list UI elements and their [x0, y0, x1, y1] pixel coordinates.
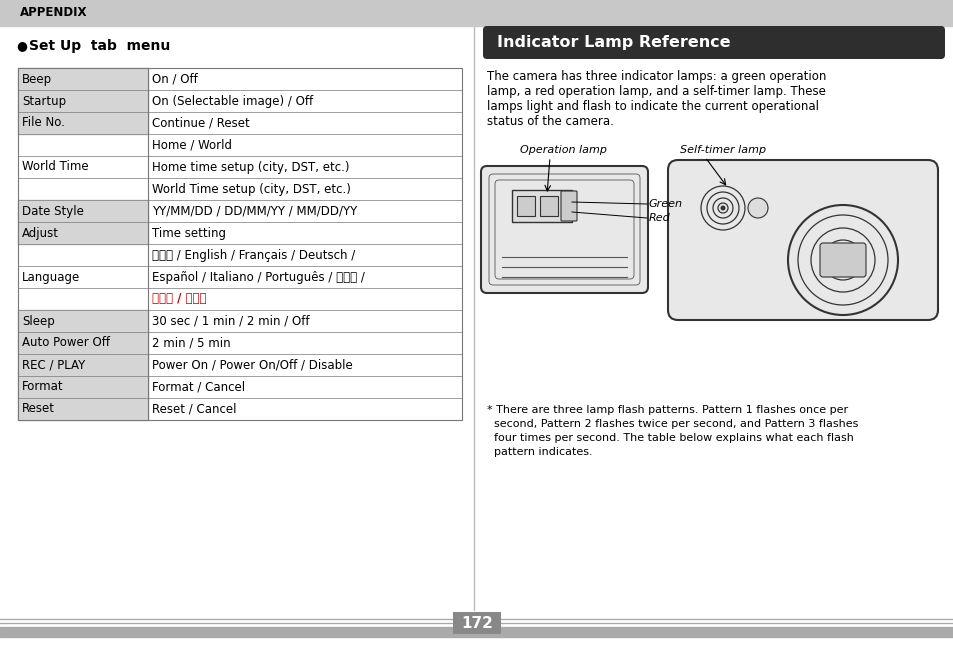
Bar [18, 68, 461, 420]
Text: Sleep: Sleep [22, 315, 54, 328]
Bar [18, 398, 148, 420]
Text: Beep: Beep [22, 72, 52, 85]
Text: Continue / Reset: Continue / Reset [152, 116, 250, 129]
Text: second, Pattern 2 flashes twice per second, and Pattern 3 flashes: second, Pattern 2 flashes twice per seco… [486, 419, 858, 429]
Text: REC / PLAY: REC / PLAY [22, 359, 85, 371]
Text: Green: Green [648, 199, 682, 209]
FancyBboxPatch shape [480, 166, 647, 293]
Bar [18, 200, 148, 222]
Bar [18, 332, 148, 354]
FancyBboxPatch shape [820, 243, 865, 277]
Text: World Time: World Time [22, 160, 89, 174]
Circle shape [747, 198, 767, 218]
Bar [18, 112, 148, 134]
Bar [18, 354, 148, 376]
Bar [512, 190, 572, 222]
Bar [18, 376, 148, 398]
Bar [18, 112, 148, 134]
Bar [517, 196, 535, 216]
Text: Operation lamp: Operation lamp [519, 145, 606, 155]
Text: Español / Italiano / Português / 中國語 /: Español / Italiano / Português / 中國語 / [152, 271, 364, 284]
Bar [18, 332, 148, 354]
Bar [539, 196, 558, 216]
Text: Home / World: Home / World [152, 138, 232, 152]
Text: Time setting: Time setting [152, 227, 226, 240]
FancyBboxPatch shape [482, 26, 944, 59]
Bar [453, 612, 500, 634]
Text: World Time setup (city, DST, etc.): World Time setup (city, DST, etc.) [152, 183, 351, 196]
Text: Startup: Startup [22, 94, 66, 107]
Text: pattern indicates.: pattern indicates. [486, 447, 592, 457]
Text: Self-timer lamp: Self-timer lamp [679, 145, 765, 155]
Bar [18, 398, 148, 420]
Text: Auto Power Off: Auto Power Off [22, 337, 110, 349]
Text: Reset / Cancel: Reset / Cancel [152, 402, 236, 415]
Bar [18, 222, 148, 244]
Text: Set Up  tab  menu: Set Up tab menu [29, 39, 170, 53]
Text: Red: Red [648, 213, 670, 223]
Text: four times per second. The table below explains what each flash: four times per second. The table below e… [486, 433, 853, 443]
Circle shape [720, 205, 724, 211]
Text: 日本語 / English / Français / Deutsch /: 日本語 / English / Français / Deutsch / [152, 249, 355, 262]
Text: lamps light and flash to indicate the current operational: lamps light and flash to indicate the cu… [486, 100, 818, 113]
Bar [0, 627, 953, 637]
Text: Adjust: Adjust [22, 227, 59, 240]
Text: Format: Format [22, 380, 64, 393]
Text: Date Style: Date Style [22, 205, 84, 218]
Bar [18, 310, 148, 332]
FancyBboxPatch shape [560, 191, 577, 221]
Text: Format / Cancel: Format / Cancel [152, 380, 245, 393]
Text: On (Selectable image) / Off: On (Selectable image) / Off [152, 94, 313, 107]
Text: APPENDIX: APPENDIX [20, 6, 88, 19]
Bar [0, 0, 953, 26]
Bar [18, 90, 148, 112]
Bar [18, 68, 148, 90]
Text: ●: ● [16, 39, 27, 52]
Bar [18, 376, 148, 398]
Bar [18, 310, 148, 332]
FancyBboxPatch shape [667, 160, 937, 320]
Text: 2 min / 5 min: 2 min / 5 min [152, 337, 231, 349]
Text: 30 sec / 1 min / 2 min / Off: 30 sec / 1 min / 2 min / Off [152, 315, 309, 328]
Text: On / Off: On / Off [152, 72, 197, 85]
Bar [18, 354, 148, 376]
Text: status of the camera.: status of the camera. [486, 115, 613, 128]
Text: The camera has three indicator lamps: a green operation: The camera has three indicator lamps: a … [486, 70, 825, 83]
Bar [18, 222, 148, 244]
Text: lamp, a red operation lamp, and a self-timer lamp. These: lamp, a red operation lamp, and a self-t… [486, 85, 825, 98]
Text: Indicator Lamp Reference: Indicator Lamp Reference [497, 35, 730, 50]
Bar [18, 68, 148, 90]
Text: 中国语 / 한국어: 中国语 / 한국어 [152, 293, 206, 306]
Text: 172: 172 [460, 616, 493, 630]
Text: Home time setup (city, DST, etc.): Home time setup (city, DST, etc.) [152, 160, 349, 174]
Bar [18, 200, 148, 222]
Bar [18, 90, 148, 112]
Text: * There are three lamp flash patterns. Pattern 1 flashes once per: * There are three lamp flash patterns. P… [486, 405, 847, 415]
Text: Language: Language [22, 271, 80, 284]
Text: Reset: Reset [22, 402, 55, 415]
Text: File No.: File No. [22, 116, 65, 129]
Text: Power On / Power On/Off / Disable: Power On / Power On/Off / Disable [152, 359, 353, 371]
Text: YY/MM/DD / DD/MM/YY / MM/DD/YY: YY/MM/DD / DD/MM/YY / MM/DD/YY [152, 205, 356, 218]
